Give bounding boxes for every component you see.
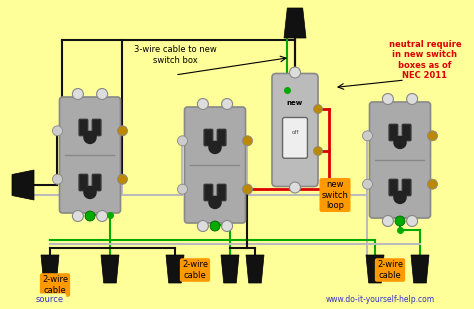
Circle shape — [407, 94, 418, 104]
Polygon shape — [284, 8, 306, 38]
Text: source: source — [36, 295, 64, 304]
FancyBboxPatch shape — [79, 119, 88, 136]
FancyBboxPatch shape — [60, 97, 120, 213]
Polygon shape — [411, 255, 429, 283]
Text: www.do-it-yourself-help.com: www.do-it-yourself-help.com — [326, 295, 435, 304]
Circle shape — [53, 174, 63, 184]
FancyBboxPatch shape — [184, 107, 246, 223]
Circle shape — [97, 88, 108, 99]
Circle shape — [363, 131, 373, 141]
Polygon shape — [246, 255, 264, 283]
Text: neutral require
in new switch
boxes as of
NEC 2011: neutral require in new switch boxes as o… — [389, 40, 461, 80]
Circle shape — [407, 215, 418, 226]
FancyBboxPatch shape — [370, 102, 430, 218]
Circle shape — [197, 221, 209, 231]
Circle shape — [428, 179, 438, 189]
Circle shape — [428, 131, 438, 141]
Circle shape — [290, 67, 301, 78]
Circle shape — [73, 210, 83, 222]
Circle shape — [313, 146, 322, 155]
Polygon shape — [366, 255, 384, 283]
FancyBboxPatch shape — [79, 174, 88, 191]
Polygon shape — [166, 255, 184, 283]
Circle shape — [383, 94, 393, 104]
Text: off: off — [292, 129, 299, 135]
Circle shape — [290, 141, 300, 151]
Circle shape — [85, 211, 95, 221]
FancyBboxPatch shape — [217, 129, 226, 146]
Circle shape — [84, 186, 96, 198]
Text: 2-wire
cable: 2-wire cable — [182, 260, 208, 280]
Polygon shape — [41, 255, 59, 283]
FancyBboxPatch shape — [92, 174, 101, 191]
FancyBboxPatch shape — [402, 179, 411, 196]
Circle shape — [313, 104, 322, 113]
Circle shape — [222, 221, 233, 231]
Circle shape — [209, 141, 221, 154]
Circle shape — [394, 136, 406, 148]
Circle shape — [395, 216, 405, 226]
Circle shape — [97, 210, 108, 222]
FancyBboxPatch shape — [92, 119, 101, 136]
Circle shape — [383, 215, 393, 226]
Polygon shape — [101, 255, 119, 283]
Polygon shape — [221, 255, 239, 283]
FancyBboxPatch shape — [204, 129, 213, 146]
Circle shape — [209, 196, 221, 209]
Circle shape — [394, 191, 406, 203]
Text: 2-wire
cable: 2-wire cable — [42, 275, 68, 295]
Polygon shape — [12, 170, 34, 200]
FancyBboxPatch shape — [389, 124, 398, 141]
Text: 3-wire cable to new
switch box: 3-wire cable to new switch box — [134, 45, 216, 65]
Circle shape — [210, 221, 220, 231]
Circle shape — [243, 136, 253, 146]
FancyBboxPatch shape — [389, 179, 398, 196]
FancyBboxPatch shape — [402, 124, 411, 141]
Circle shape — [84, 131, 96, 143]
FancyBboxPatch shape — [283, 117, 308, 158]
Circle shape — [290, 182, 301, 193]
Circle shape — [197, 99, 209, 109]
FancyBboxPatch shape — [217, 184, 226, 201]
FancyBboxPatch shape — [204, 184, 213, 201]
Text: 2-wire
cable: 2-wire cable — [377, 260, 403, 280]
Circle shape — [177, 136, 188, 146]
Circle shape — [118, 174, 128, 184]
Circle shape — [53, 126, 63, 136]
FancyBboxPatch shape — [272, 74, 318, 187]
Circle shape — [73, 88, 83, 99]
Text: new: new — [287, 100, 303, 106]
Circle shape — [118, 126, 128, 136]
Circle shape — [243, 184, 253, 194]
Text: new
switch
loop: new switch loop — [321, 180, 348, 210]
Circle shape — [222, 99, 233, 109]
Circle shape — [177, 184, 188, 194]
Circle shape — [363, 179, 373, 189]
